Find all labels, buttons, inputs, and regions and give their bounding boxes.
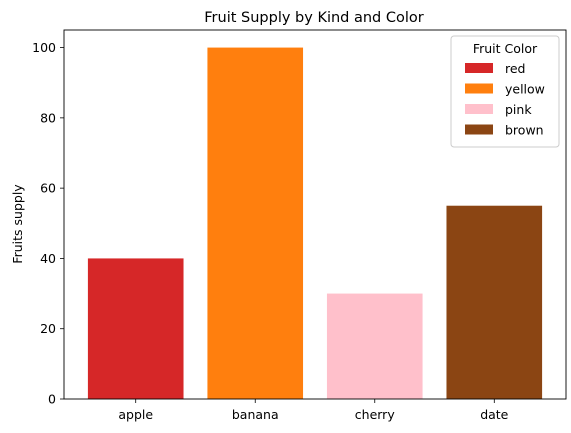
x-tick-label: banana <box>232 407 279 422</box>
x-tick-label: apple <box>118 407 153 422</box>
bar-banana <box>207 47 304 399</box>
legend-label-red: red <box>505 61 526 76</box>
legend-label-pink: pink <box>505 102 532 117</box>
y-ticks-group: 0 20 40 60 80 100 <box>32 40 64 407</box>
y-tick-label: 0 <box>48 392 56 407</box>
legend-label-brown: brown <box>505 123 544 138</box>
legend: Fruit Color red yellow pink brown <box>450 35 560 148</box>
plot-frame <box>63 29 567 400</box>
legend-swatch-yellow <box>465 83 493 94</box>
chart-title: Fruit Supply by Kind and Color <box>204 10 423 26</box>
y-tick-label: 60 <box>40 181 56 196</box>
x-tick-label: date <box>480 407 508 422</box>
y-tick-label: 100 <box>32 40 56 55</box>
bar-cherry <box>326 293 423 399</box>
legend-items: red yellow pink brown <box>465 61 545 138</box>
x-tick-label: cherry <box>355 407 396 422</box>
legend-swatch-red <box>465 63 493 73</box>
y-axis-label: Fruits supply <box>10 184 25 264</box>
y-tick-label: 20 <box>40 321 56 336</box>
legend-title: Fruit Color <box>473 41 538 56</box>
y-tick-label: 40 <box>40 251 56 266</box>
legend-label-yellow: yellow <box>505 82 545 97</box>
bar-apple <box>87 258 184 399</box>
legend-swatch-pink <box>465 104 493 114</box>
y-tick-label: 80 <box>40 110 56 125</box>
x-ticks-group: apple banana cherry date <box>118 399 509 422</box>
bar-date <box>446 205 543 399</box>
legend-swatch-brown <box>465 124 493 135</box>
bars-group <box>87 47 543 399</box>
